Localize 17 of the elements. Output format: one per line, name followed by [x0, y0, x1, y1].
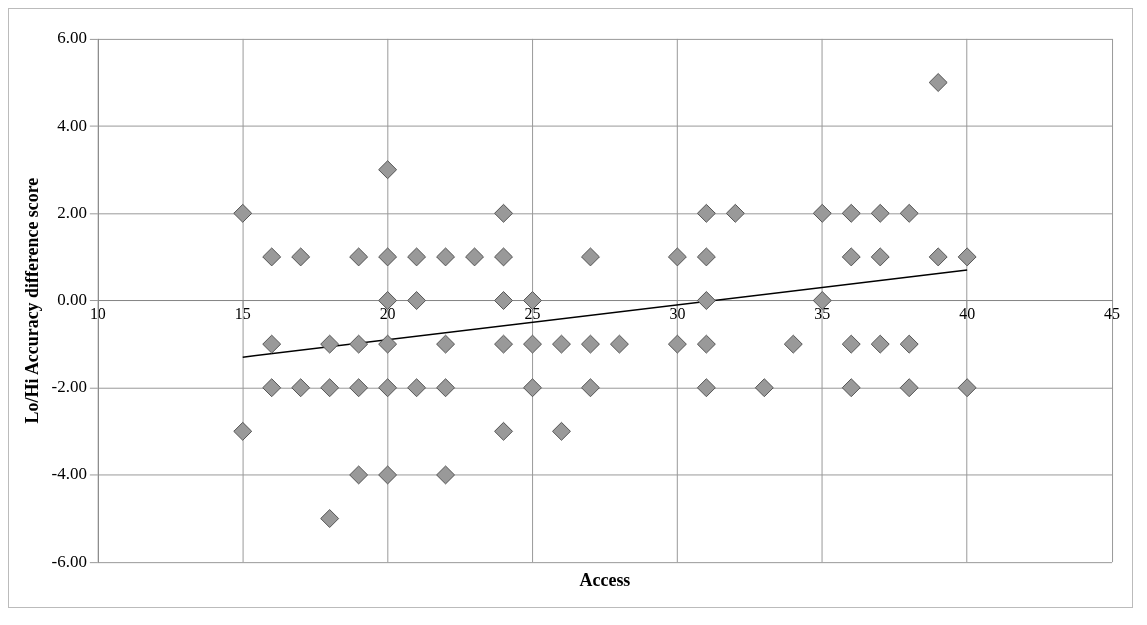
- y-tick-label: -6.00: [51, 551, 87, 571]
- y-tick-label: -2.00: [51, 377, 87, 397]
- x-tick-label: 35: [814, 305, 831, 323]
- y-tick-label: 6.00: [57, 28, 87, 48]
- y-tick-label: -4.00: [51, 464, 87, 484]
- x-tick-label: 20: [379, 305, 396, 323]
- y-tick-label: 4.00: [57, 115, 87, 135]
- x-axis-title: Access: [579, 569, 631, 590]
- x-tick-label: 30: [669, 305, 686, 323]
- x-tick-label: 25: [524, 305, 541, 323]
- x-tick-label: 45: [1104, 305, 1121, 323]
- x-tick-label: 10: [89, 305, 106, 323]
- y-tick-label: 0.00: [57, 289, 87, 309]
- y-tick-label: 2.00: [57, 202, 87, 222]
- x-tick-label: 40: [959, 305, 976, 323]
- x-tick-label: 15: [234, 305, 251, 323]
- y-axis-title: Lo/Hi Accuracy difference score: [22, 177, 43, 424]
